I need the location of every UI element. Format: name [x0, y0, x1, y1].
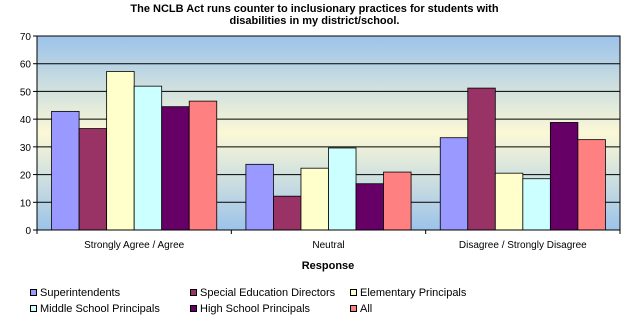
x-tick-label: Neutral [312, 240, 344, 251]
bars [51, 71, 606, 231]
bar [245, 163, 274, 231]
legend-label: Middle School Principals [40, 303, 160, 315]
legend-swatch [350, 305, 357, 312]
y-tick-label: 70 [20, 32, 32, 43]
chart-title: The NCLB Act runs counter to inclusionar… [0, 3, 629, 27]
y-tick-label: 10 [20, 198, 32, 209]
chart-title-line-1: The NCLB Act runs counter to inclusionar… [130, 3, 499, 15]
bar [549, 122, 579, 231]
legend-swatch [190, 289, 197, 296]
chart-title-line-2: disabilities in my district/school. [229, 15, 400, 27]
legend-label: High School Principals [200, 303, 311, 315]
y-tick-label: 30 [20, 143, 32, 154]
axes: 0 10 20 30 40 50 60 70 Strongly Agree / Agree Neu… [20, 32, 621, 251]
bar [188, 100, 218, 231]
x-tick-label: Strongly Agree / Agree [84, 240, 185, 251]
legend-swatch [190, 305, 197, 312]
bar [522, 178, 551, 231]
legend-label: Special Education Directors [200, 287, 336, 299]
legend-label: Elementary Principals [360, 287, 467, 299]
bar [467, 87, 496, 231]
bar [300, 167, 329, 231]
bar [494, 172, 524, 231]
bar [328, 147, 357, 231]
y-tick-label: 0 [25, 226, 31, 237]
bar [355, 183, 384, 231]
x-tick-label: Disagree / Strongly Disagree [459, 240, 587, 251]
bar [78, 128, 108, 231]
bar [51, 110, 80, 231]
x-axis-title: Response [302, 260, 355, 272]
bar [577, 139, 606, 231]
legend-label: Superintendents [40, 287, 121, 299]
y-tick-label: 40 [20, 115, 32, 126]
bar [439, 137, 469, 231]
bar [133, 85, 163, 231]
legend-swatch [30, 289, 37, 296]
bar [383, 171, 412, 231]
y-tick-label: 50 [20, 87, 32, 98]
bar [106, 71, 135, 231]
y-tick-label: 20 [20, 171, 32, 182]
bar [161, 106, 190, 231]
y-tick-label: 60 [20, 60, 32, 71]
legend-swatch [350, 289, 357, 296]
legend-label: All [360, 303, 373, 315]
legend-swatch [30, 305, 37, 312]
bar [273, 195, 302, 231]
plot-area-border [36, 35, 621, 231]
